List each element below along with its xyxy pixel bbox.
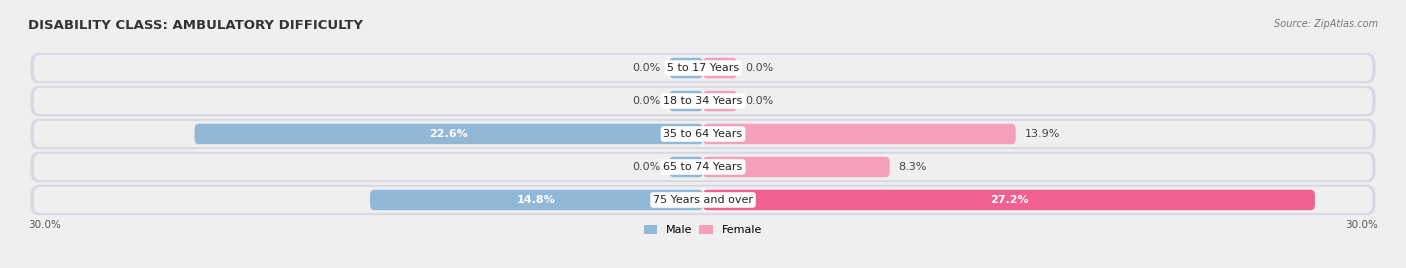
FancyBboxPatch shape xyxy=(370,190,703,210)
Text: 30.0%: 30.0% xyxy=(1346,220,1378,230)
FancyBboxPatch shape xyxy=(669,91,703,111)
FancyBboxPatch shape xyxy=(34,187,1372,213)
FancyBboxPatch shape xyxy=(34,55,1372,81)
Text: 13.9%: 13.9% xyxy=(1025,129,1060,139)
Text: 0.0%: 0.0% xyxy=(633,162,661,172)
Text: 75 Years and over: 75 Years and over xyxy=(652,195,754,205)
Text: 35 to 64 Years: 35 to 64 Years xyxy=(664,129,742,139)
Text: 14.8%: 14.8% xyxy=(517,195,555,205)
Text: 0.0%: 0.0% xyxy=(745,63,773,73)
FancyBboxPatch shape xyxy=(34,121,1372,147)
FancyBboxPatch shape xyxy=(703,124,1015,144)
FancyBboxPatch shape xyxy=(669,157,703,177)
FancyBboxPatch shape xyxy=(34,88,1372,114)
FancyBboxPatch shape xyxy=(703,58,737,78)
FancyBboxPatch shape xyxy=(669,58,703,78)
Legend: Male, Female: Male, Female xyxy=(640,221,766,240)
Text: Source: ZipAtlas.com: Source: ZipAtlas.com xyxy=(1274,19,1378,29)
FancyBboxPatch shape xyxy=(31,119,1375,149)
FancyBboxPatch shape xyxy=(703,157,890,177)
Text: DISABILITY CLASS: AMBULATORY DIFFICULTY: DISABILITY CLASS: AMBULATORY DIFFICULTY xyxy=(28,19,363,32)
Text: 22.6%: 22.6% xyxy=(429,129,468,139)
FancyBboxPatch shape xyxy=(194,124,703,144)
FancyBboxPatch shape xyxy=(31,185,1375,215)
Text: 8.3%: 8.3% xyxy=(898,162,927,172)
Text: 18 to 34 Years: 18 to 34 Years xyxy=(664,96,742,106)
FancyBboxPatch shape xyxy=(31,86,1375,116)
Text: 0.0%: 0.0% xyxy=(633,96,661,106)
FancyBboxPatch shape xyxy=(703,91,737,111)
FancyBboxPatch shape xyxy=(31,152,1375,182)
Text: 30.0%: 30.0% xyxy=(28,220,60,230)
FancyBboxPatch shape xyxy=(31,53,1375,83)
Text: 0.0%: 0.0% xyxy=(745,96,773,106)
Text: 65 to 74 Years: 65 to 74 Years xyxy=(664,162,742,172)
FancyBboxPatch shape xyxy=(34,154,1372,180)
Text: 5 to 17 Years: 5 to 17 Years xyxy=(666,63,740,73)
Text: 0.0%: 0.0% xyxy=(633,63,661,73)
FancyBboxPatch shape xyxy=(703,190,1315,210)
Text: 27.2%: 27.2% xyxy=(990,195,1028,205)
